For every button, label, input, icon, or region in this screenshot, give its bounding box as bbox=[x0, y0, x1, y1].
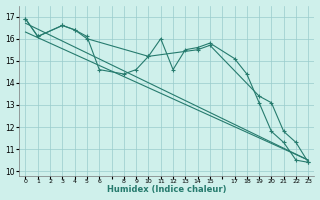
X-axis label: Humidex (Indice chaleur): Humidex (Indice chaleur) bbox=[107, 185, 227, 194]
